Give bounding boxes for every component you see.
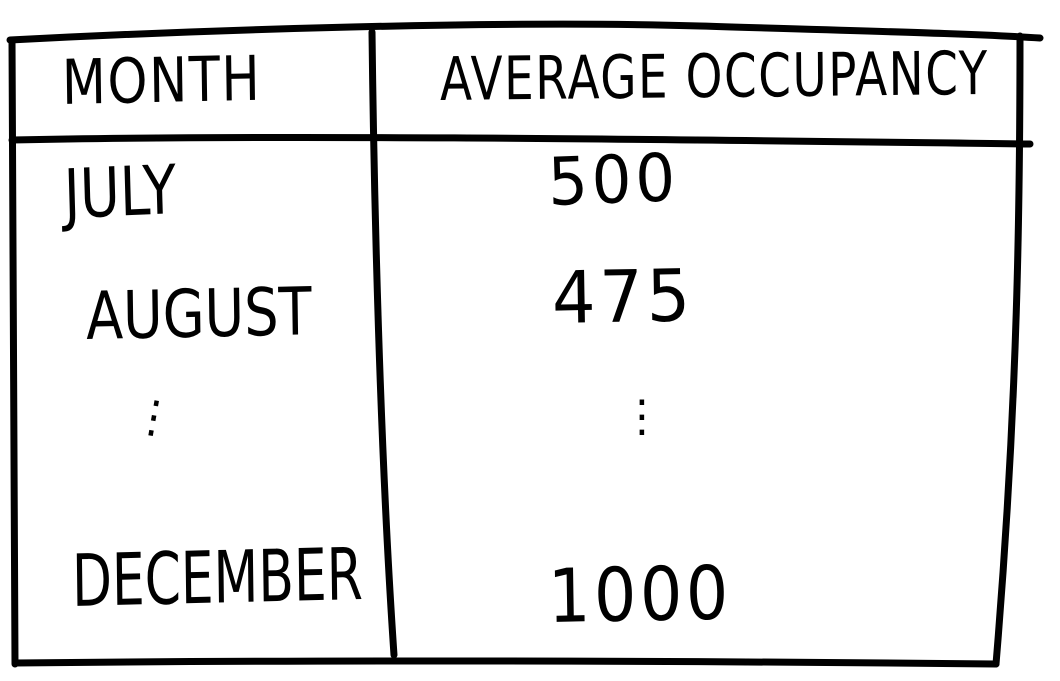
column-divider <box>368 28 398 659</box>
cell-month-row-last: DECEMBER <box>71 531 364 623</box>
cell-occupancy-row-1: 500 <box>546 139 681 221</box>
cell-month-ellipsis: ⋮ <box>127 388 180 447</box>
column-header-month: MONTH <box>61 41 262 119</box>
header-divider <box>8 133 1034 148</box>
table-border-bottom <box>11 657 1000 668</box>
cell-occupancy-row-2: 475 <box>551 253 695 340</box>
column-header-average-occupancy: AVERAGE OCCUPANCY <box>439 38 990 115</box>
table-border-top <box>6 20 1044 44</box>
cell-occupancy-row-last: 1000 <box>547 550 733 640</box>
cell-month-row-2: AUGUST <box>85 273 313 355</box>
cell-month-row-1: JULY <box>62 151 178 235</box>
table-border-left <box>8 36 19 668</box>
table-border-right <box>992 32 1024 668</box>
cell-occupancy-ellipsis: ⋮ <box>620 391 664 442</box>
